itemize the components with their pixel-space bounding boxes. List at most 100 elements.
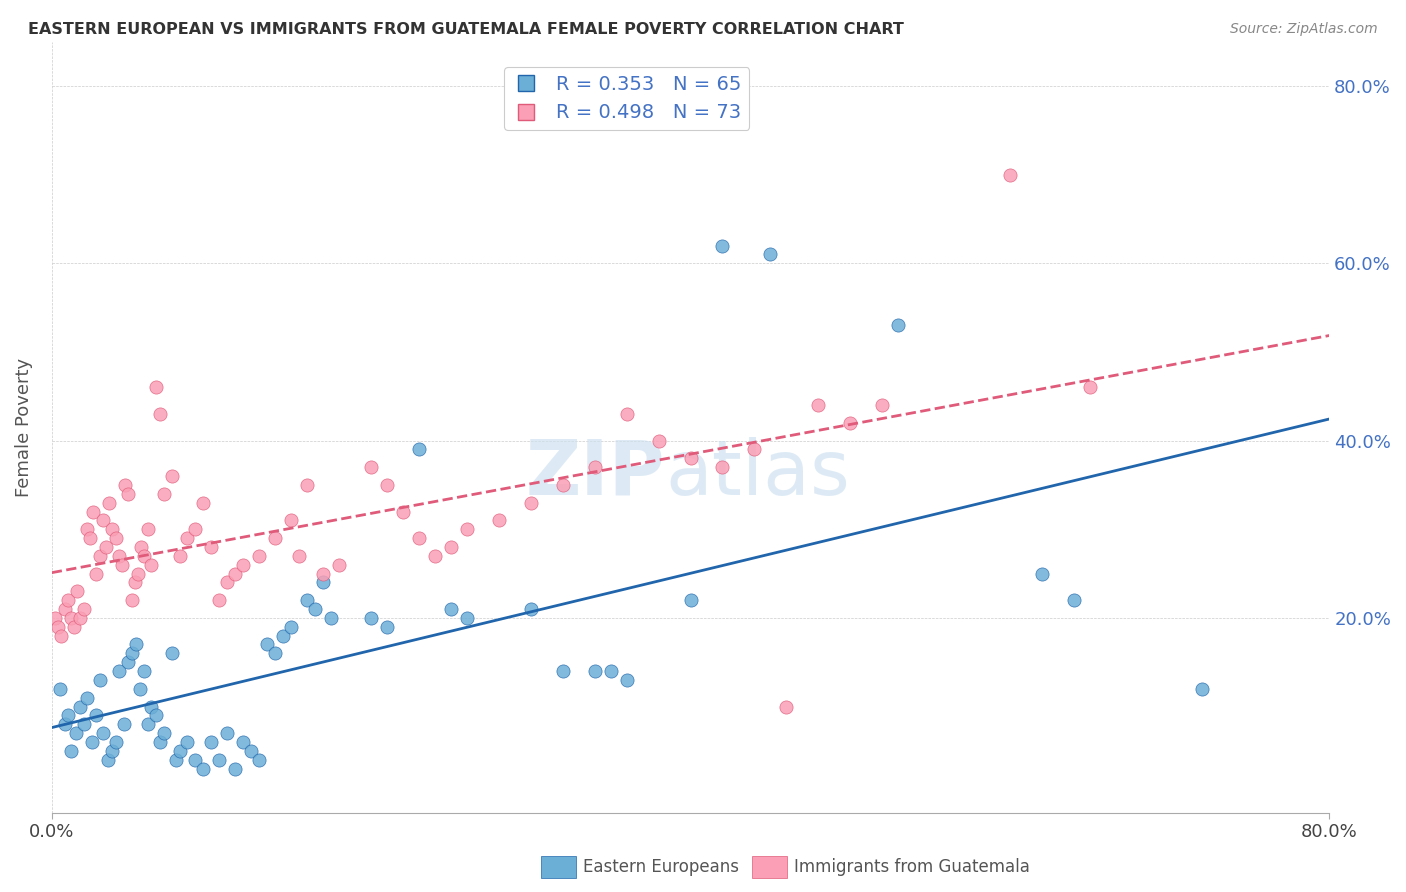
Point: [423, 549, 446, 563]
Point: [887, 318, 910, 333]
Point: [59, 611, 82, 625]
Point: [998, 168, 1021, 182]
Point: [232, 558, 254, 572]
Point: [117, 487, 139, 501]
Point: [456, 611, 478, 625]
Point: [111, 558, 134, 572]
Point: [169, 744, 191, 758]
Point: [744, 442, 766, 457]
Point: [108, 664, 131, 678]
Point: [1078, 380, 1101, 394]
Text: Eastern Europeans: Eastern Europeans: [583, 858, 740, 876]
Point: [297, 478, 319, 492]
Point: [63, 620, 86, 634]
Point: [679, 593, 702, 607]
Point: [129, 540, 152, 554]
Point: [97, 753, 120, 767]
Point: [134, 664, 156, 678]
Point: [616, 407, 638, 421]
Point: [247, 753, 270, 767]
Point: [48, 681, 70, 696]
Y-axis label: Female Poverty: Female Poverty: [15, 358, 32, 497]
Point: [328, 558, 350, 572]
Point: [312, 575, 335, 590]
Point: [86, 708, 108, 723]
Point: [169, 549, 191, 563]
Point: [647, 434, 669, 448]
Point: [80, 735, 103, 749]
Point: [89, 673, 111, 687]
Point: [551, 664, 574, 678]
Point: [69, 611, 91, 625]
Point: [101, 744, 124, 758]
Point: [134, 549, 156, 563]
Point: [139, 699, 162, 714]
Point: [711, 460, 734, 475]
Point: [711, 238, 734, 252]
Point: [91, 726, 114, 740]
Point: [121, 593, 143, 607]
Point: [583, 664, 606, 678]
Point: [360, 611, 382, 625]
Point: [176, 531, 198, 545]
Point: [117, 655, 139, 669]
Point: [89, 549, 111, 563]
Point: [193, 496, 215, 510]
Point: [69, 699, 91, 714]
Point: [408, 531, 430, 545]
Point: [145, 708, 167, 723]
Point: [520, 602, 543, 616]
Point: [193, 762, 215, 776]
Point: [375, 478, 398, 492]
Point: [247, 549, 270, 563]
Point: [392, 504, 415, 518]
Point: [59, 744, 82, 758]
Point: [551, 478, 574, 492]
Point: [184, 522, 207, 536]
Point: [264, 646, 287, 660]
Point: [114, 478, 136, 492]
Point: [297, 593, 319, 607]
Point: [149, 407, 172, 421]
Text: ZIP: ZIP: [526, 436, 665, 510]
Point: [1191, 681, 1213, 696]
Point: [440, 602, 463, 616]
Point: [520, 496, 543, 510]
Point: [44, 611, 66, 625]
Point: [125, 638, 148, 652]
Point: [224, 566, 246, 581]
Point: [839, 416, 862, 430]
Point: [360, 460, 382, 475]
Point: [51, 629, 73, 643]
Point: [104, 735, 127, 749]
Point: [775, 699, 797, 714]
Text: atlas: atlas: [665, 436, 849, 510]
Point: [136, 522, 159, 536]
Point: [176, 735, 198, 749]
Point: [76, 522, 98, 536]
Point: [256, 638, 278, 652]
Point: [217, 575, 239, 590]
Point: [53, 717, 76, 731]
Point: [440, 540, 463, 554]
Point: [208, 753, 231, 767]
Point: [73, 602, 96, 616]
Text: EASTERN EUROPEAN VS IMMIGRANTS FROM GUATEMALA FEMALE POVERTY CORRELATION CHART: EASTERN EUROPEAN VS IMMIGRANTS FROM GUAT…: [28, 22, 904, 37]
Point: [91, 513, 114, 527]
Legend: R = 0.353   N = 65, R = 0.498   N = 73: R = 0.353 N = 65, R = 0.498 N = 73: [503, 67, 749, 130]
Point: [200, 735, 222, 749]
Point: [217, 726, 239, 740]
Point: [807, 398, 830, 412]
Point: [136, 717, 159, 731]
Point: [73, 717, 96, 731]
Point: [408, 442, 430, 457]
Point: [160, 469, 183, 483]
Point: [1031, 566, 1053, 581]
Point: [139, 558, 162, 572]
Point: [149, 735, 172, 749]
Point: [101, 522, 124, 536]
Point: [86, 566, 108, 581]
Point: [127, 566, 149, 581]
Point: [94, 540, 117, 554]
Text: Source: ZipAtlas.com: Source: ZipAtlas.com: [1230, 22, 1378, 37]
